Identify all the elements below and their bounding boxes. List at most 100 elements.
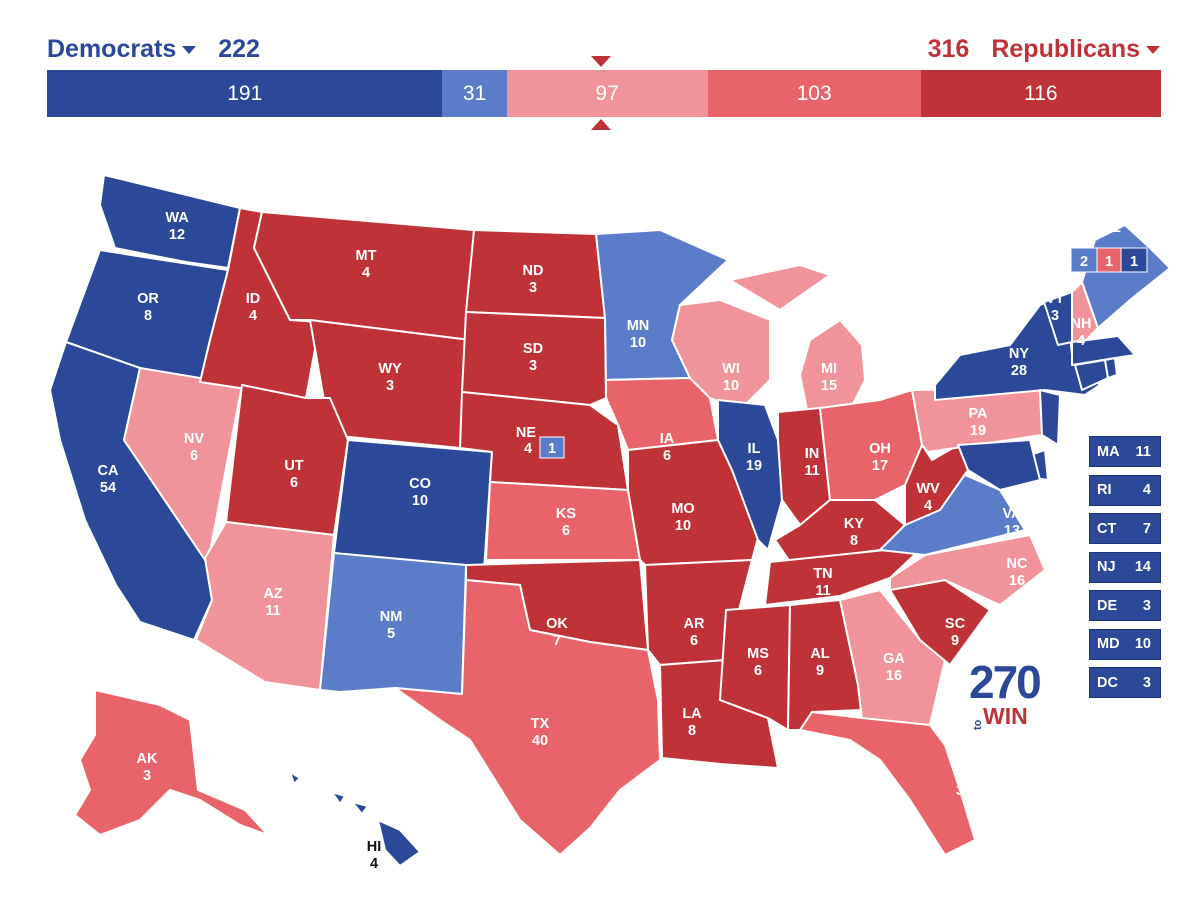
- small-state-ev: 3: [1142, 597, 1151, 614]
- electoral-vote-bar: 191 31 97 103 116: [47, 70, 1161, 117]
- state-label-me: ME: [1099, 220, 1121, 236]
- state-ev-il: 19: [746, 458, 762, 474]
- state-mi[interactable]: [729, 264, 866, 416]
- state-ev-ks: 6: [562, 523, 570, 539]
- state-nc[interactable]: [889, 534, 1046, 606]
- small-state-ri[interactable]: RI 4: [1089, 474, 1161, 506]
- democrats-dropdown[interactable]: Democrats: [47, 35, 200, 63]
- 270-marker-top-icon: [591, 56, 611, 67]
- state-me[interactable]: [1081, 224, 1171, 329]
- state-label-mn: MN: [627, 318, 650, 334]
- state-label-ca: CA: [98, 463, 119, 479]
- logo-number: 270: [969, 656, 1042, 708]
- state-md[interactable]: [957, 439, 1041, 491]
- state-nh[interactable]: [1071, 281, 1099, 343]
- state-ev-ar: 6: [690, 633, 698, 649]
- state-ak[interactable]: [74, 689, 269, 836]
- state-ri[interactable]: [1104, 357, 1118, 379]
- state-nj[interactable]: [1039, 389, 1061, 446]
- state-ev-ny: 28: [1011, 363, 1027, 379]
- ne-district-box[interactable]: [539, 436, 565, 459]
- ne-district-value: 1: [548, 441, 556, 457]
- state-label-nv: NV: [184, 431, 204, 447]
- state-ev-pa: 19: [970, 423, 986, 439]
- state-ev-ky: 8: [850, 533, 858, 549]
- me-district-2-box[interactable]: [1120, 247, 1148, 273]
- small-state-de[interactable]: DE 3: [1089, 590, 1161, 621]
- state-sd[interactable]: [461, 311, 607, 406]
- state-label-nh: NH: [1071, 316, 1092, 332]
- state-ev-oh: 17: [872, 458, 888, 474]
- small-states-list: MA 11 RI 4 CT 7 NJ 14 DE 3 MD 10 DC 3: [1089, 436, 1161, 706]
- state-ev-nv: 6: [190, 448, 198, 464]
- state-ev-fl: 30: [956, 783, 972, 799]
- state-label-ut: UT: [284, 458, 303, 474]
- bar-segment-safe_d: 191: [47, 70, 443, 117]
- state-wa[interactable]: [99, 174, 241, 269]
- state-label-wa: WA: [165, 210, 189, 226]
- state-label-nd: ND: [523, 263, 544, 279]
- state-label-ks: KS: [556, 506, 576, 522]
- state-label-tx: TX: [531, 716, 550, 732]
- state-hi[interactable]: [289, 771, 421, 867]
- small-state-ma[interactable]: MA 11: [1089, 436, 1161, 467]
- state-az[interactable]: [195, 521, 335, 691]
- state-ev-wi: 10: [723, 378, 739, 394]
- me-district-2-value: 1: [1130, 254, 1138, 270]
- state-label-tn: TN: [813, 566, 832, 582]
- state-label-mo: MO: [671, 501, 694, 517]
- state-ma[interactable]: [1071, 335, 1136, 366]
- state-label-wv: WV: [916, 481, 940, 497]
- small-state-ev: 14: [1134, 559, 1151, 575]
- small-state-ct[interactable]: CT 7: [1089, 513, 1161, 544]
- state-ev-sc: 9: [951, 633, 959, 649]
- bar-segment-lean_r: 103: [707, 70, 921, 117]
- state-ev-nh: 4: [1077, 333, 1085, 349]
- bar-segment-tilt_r: 97: [506, 70, 708, 117]
- chevron-down-icon[interactable]: [182, 46, 197, 55]
- republicans-dropdown[interactable]: Republicans: [991, 35, 1160, 63]
- state-label-vt: VT: [1046, 291, 1065, 307]
- 270towin-logo: 270 to WIN: [969, 656, 1042, 730]
- state-ev-hi: 4: [370, 856, 378, 872]
- small-state-abbr: RI: [1097, 482, 1112, 498]
- state-ev-id: 4: [249, 308, 257, 324]
- bar-segment-safe_r: 116: [920, 70, 1161, 117]
- state-ev-wy: 3: [386, 378, 394, 394]
- small-state-nj[interactable]: NJ 14: [1089, 551, 1161, 583]
- state-ev-sd: 3: [529, 358, 537, 374]
- small-state-ev: 10: [1134, 636, 1151, 652]
- me-district-1-box[interactable]: [1096, 247, 1122, 273]
- democrats-total: 222: [218, 35, 260, 63]
- state-label-sd: SD: [523, 341, 543, 357]
- republicans-header: 316 Republicans: [928, 34, 1160, 64]
- state-ga[interactable]: [839, 589, 946, 726]
- chevron-down-icon[interactable]: [1146, 46, 1160, 55]
- state-ev-wa: 12: [169, 227, 185, 243]
- state-ev-mo: 10: [675, 518, 691, 534]
- small-state-dc[interactable]: DC 3: [1089, 667, 1161, 698]
- small-state-md[interactable]: MD 10: [1089, 628, 1161, 660]
- democrats-header: Democrats 222: [47, 34, 260, 64]
- state-label-ok: OK: [546, 616, 568, 632]
- state-ev-mn: 10: [630, 335, 646, 351]
- state-label-fl: FL: [955, 766, 973, 782]
- state-ev-ne: 4: [524, 441, 532, 457]
- state-ev-la: 8: [688, 723, 696, 739]
- small-state-ev: 11: [1135, 443, 1151, 460]
- state-ev-ca: 54: [100, 480, 116, 496]
- state-label-ky: KY: [844, 516, 864, 532]
- state-ev-ga: 16: [886, 668, 902, 684]
- state-label-or: OR: [137, 291, 159, 307]
- state-il[interactable]: [717, 399, 783, 551]
- republicans-total: 316: [927, 35, 970, 63]
- state-ev-ut: 6: [290, 475, 298, 491]
- state-label-ny: NY: [1009, 346, 1029, 362]
- state-label-az: AZ: [263, 586, 282, 602]
- state-ms[interactable]: [719, 604, 791, 731]
- state-fl[interactable]: [799, 711, 976, 856]
- state-ev-az: 11: [265, 603, 280, 619]
- state-tx[interactable]: [394, 579, 661, 856]
- state-ev-tx: 40: [532, 733, 548, 749]
